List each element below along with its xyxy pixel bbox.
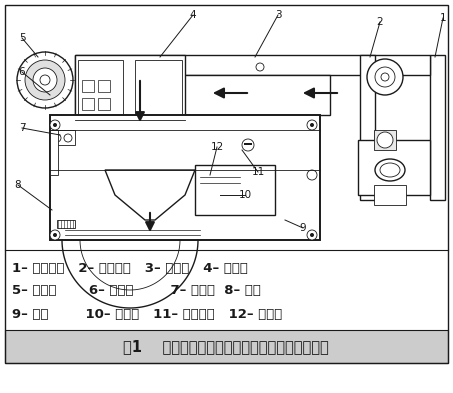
Text: 1: 1: [440, 13, 446, 23]
Bar: [82, 80, 94, 92]
Text: 9: 9: [300, 223, 306, 233]
Circle shape: [50, 120, 60, 130]
Text: 图1    数字式、智能型定量包装秤机械结构示意图: 图1 数字式、智能型定量包装秤机械结构示意图: [123, 339, 329, 354]
Bar: [195, 165, 275, 215]
Circle shape: [53, 134, 61, 142]
Bar: [75, 75, 330, 115]
Bar: [430, 55, 445, 200]
Circle shape: [367, 59, 403, 95]
Circle shape: [375, 67, 395, 87]
Text: 2: 2: [377, 17, 383, 27]
Text: 12: 12: [210, 142, 224, 152]
Bar: [374, 185, 406, 205]
Text: 4: 4: [190, 10, 196, 20]
Text: 5: 5: [19, 33, 25, 43]
Bar: [5, 330, 448, 363]
Circle shape: [310, 123, 314, 127]
Text: 3: 3: [275, 10, 281, 20]
Bar: [50, 130, 75, 145]
Bar: [135, 60, 182, 120]
Text: 6: 6: [19, 67, 25, 77]
Polygon shape: [105, 170, 195, 220]
Text: 10: 10: [238, 190, 251, 200]
Ellipse shape: [380, 163, 400, 177]
Circle shape: [64, 134, 72, 142]
Circle shape: [307, 120, 317, 130]
Bar: [57, 220, 75, 228]
Circle shape: [50, 230, 60, 240]
Text: 1– 传动部分   2– 给料装置   3– 电磁阀   4– 给料口: 1– 传动部分 2– 给料装置 3– 电磁阀 4– 给料口: [12, 261, 248, 274]
Circle shape: [53, 123, 57, 127]
Text: 11: 11: [251, 167, 265, 177]
Circle shape: [17, 52, 73, 108]
Bar: [374, 130, 396, 150]
Circle shape: [307, 170, 317, 180]
Bar: [82, 98, 94, 110]
Circle shape: [40, 75, 50, 85]
Text: 8: 8: [14, 180, 21, 190]
Text: 9– 秤体        10– 钢丝绳   11– 限位螺栓   12– 传感器: 9– 秤体 10– 钢丝绳 11– 限位螺栓 12– 传感器: [12, 307, 282, 321]
Ellipse shape: [375, 159, 405, 181]
Bar: [50, 130, 58, 175]
Circle shape: [33, 68, 57, 92]
Bar: [75, 55, 185, 175]
Text: 7: 7: [19, 123, 25, 133]
Circle shape: [242, 139, 254, 151]
Bar: [358, 140, 430, 195]
Bar: [98, 98, 110, 110]
Circle shape: [377, 132, 393, 148]
Bar: [244, 143, 252, 145]
Circle shape: [53, 233, 57, 237]
Bar: [200, 165, 240, 195]
Circle shape: [307, 230, 317, 240]
Circle shape: [25, 60, 65, 100]
Text: 5– 双螺旋       6– 截料门        7– 三联件  8– 秤斗: 5– 双螺旋 6– 截料门 7– 三联件 8– 秤斗: [12, 285, 261, 298]
Bar: [78, 60, 123, 120]
Bar: [75, 55, 430, 75]
Circle shape: [310, 233, 314, 237]
Circle shape: [381, 73, 389, 81]
Bar: [50, 115, 320, 240]
Bar: [98, 80, 110, 92]
Circle shape: [256, 63, 264, 71]
Bar: [360, 55, 375, 200]
